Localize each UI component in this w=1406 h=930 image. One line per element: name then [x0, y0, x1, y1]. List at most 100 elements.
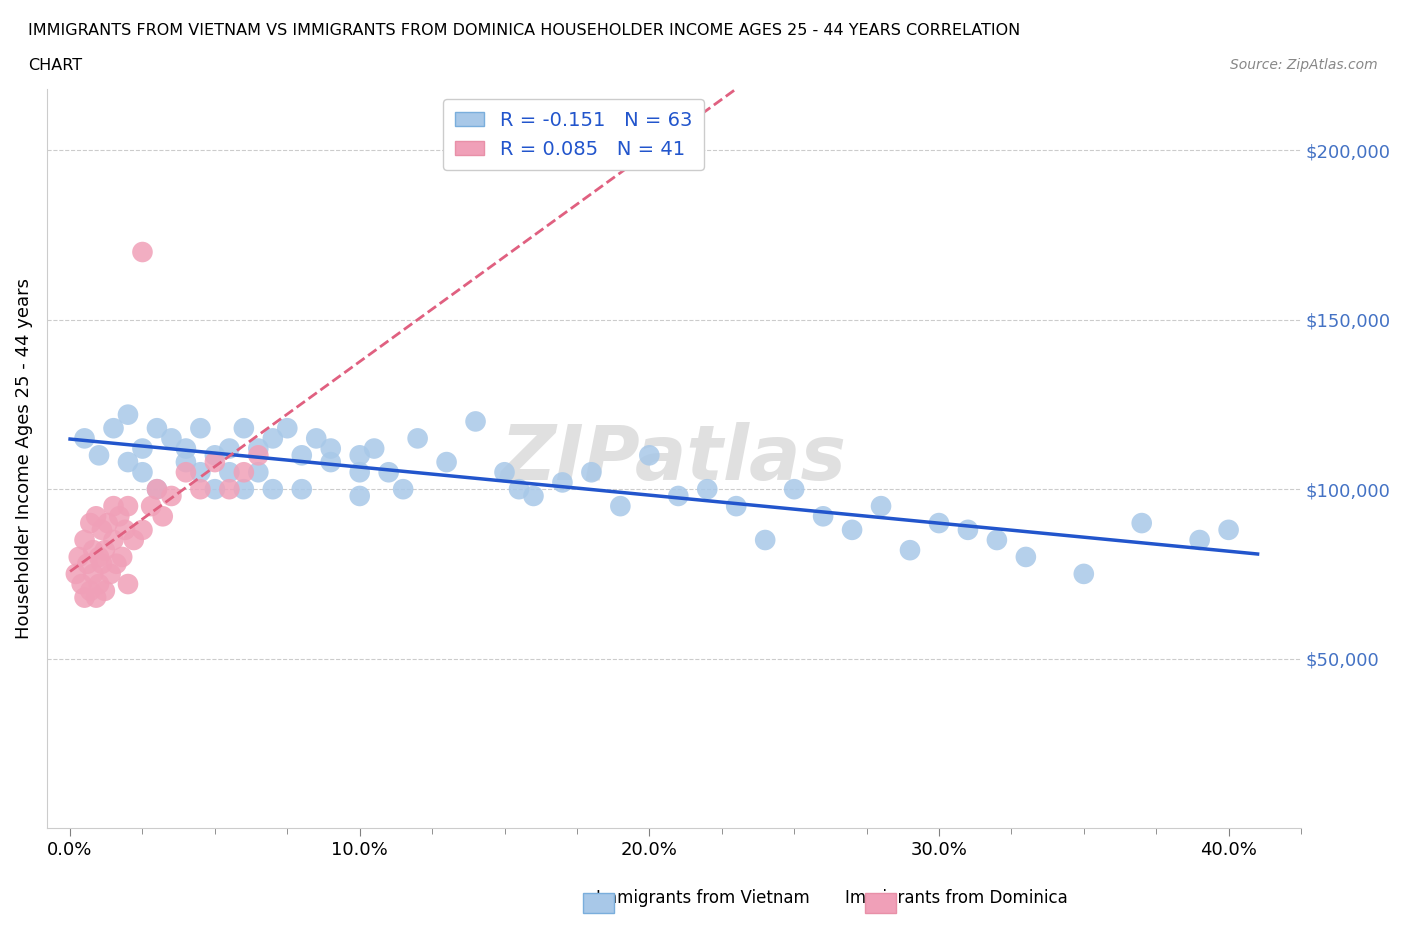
Point: [122, 533, 145, 548]
Point: [1130, 515, 1153, 530]
Point: [204, 455, 226, 470]
Point: [73, 591, 96, 605]
Point: [65, 566, 87, 581]
Point: [131, 441, 153, 456]
Point: [725, 498, 748, 513]
Point: [232, 482, 254, 497]
Point: [232, 420, 254, 435]
Point: [117, 455, 139, 470]
Point: [754, 533, 776, 548]
Point: [508, 482, 530, 497]
Point: [276, 420, 298, 435]
Point: [811, 509, 834, 524]
Point: [1015, 550, 1038, 565]
Point: [87, 550, 110, 565]
Point: [783, 482, 806, 497]
Point: [94, 583, 117, 598]
Point: [1073, 566, 1095, 581]
Point: [204, 482, 226, 497]
Point: [406, 431, 429, 445]
Point: [247, 441, 270, 456]
Point: [117, 498, 139, 513]
Text: ZIPatlas: ZIPatlas: [501, 421, 846, 496]
Point: [82, 543, 104, 558]
Point: [522, 488, 544, 503]
Point: [97, 515, 120, 530]
Point: [494, 465, 516, 480]
Point: [436, 455, 458, 470]
Point: [190, 482, 212, 497]
Point: [1188, 533, 1211, 548]
Point: [103, 420, 125, 435]
Point: [94, 543, 117, 558]
Point: [90, 556, 112, 571]
Text: IMMIGRANTS FROM VIETNAM VS IMMIGRANTS FROM DOMINICA HOUSEHOLDER INCOME AGES 25 -: IMMIGRANTS FROM VIETNAM VS IMMIGRANTS FR…: [28, 23, 1021, 38]
Point: [319, 441, 342, 456]
Point: [291, 448, 314, 463]
Point: [247, 448, 270, 463]
Point: [160, 488, 183, 503]
Point: [108, 509, 131, 524]
Legend: R = -0.151   N = 63, R = 0.085   N = 41: R = -0.151 N = 63, R = 0.085 N = 41: [443, 100, 704, 170]
Point: [67, 550, 90, 565]
Point: [117, 407, 139, 422]
Point: [349, 465, 371, 480]
Point: [103, 533, 125, 548]
Point: [87, 577, 110, 591]
Point: [956, 523, 979, 538]
Point: [609, 498, 631, 513]
Text: Immigrants from Dominica: Immigrants from Dominica: [845, 889, 1067, 907]
Point: [638, 448, 661, 463]
Point: [218, 441, 240, 456]
Point: [349, 448, 371, 463]
Point: [986, 533, 1008, 548]
Point: [76, 556, 98, 571]
Point: [218, 465, 240, 480]
Point: [105, 556, 128, 571]
Point: [131, 523, 153, 538]
Point: [204, 448, 226, 463]
Point: [73, 533, 96, 548]
Point: [247, 465, 270, 480]
Point: [190, 420, 212, 435]
Point: [79, 583, 101, 598]
Point: [84, 509, 107, 524]
Point: [174, 455, 197, 470]
Y-axis label: Householder Income Ages 25 - 44 years: Householder Income Ages 25 - 44 years: [15, 278, 32, 639]
Point: [928, 515, 950, 530]
Text: Immigrants from Vietnam: Immigrants from Vietnam: [596, 889, 810, 907]
Point: [114, 523, 136, 538]
Point: [1218, 523, 1240, 538]
Text: Source: ZipAtlas.com: Source: ZipAtlas.com: [1230, 58, 1378, 72]
Point: [349, 488, 371, 503]
Point: [111, 550, 134, 565]
Point: [232, 465, 254, 480]
Point: [551, 475, 574, 490]
Point: [262, 431, 284, 445]
Text: CHART: CHART: [28, 58, 82, 73]
Point: [291, 482, 314, 497]
Point: [262, 482, 284, 497]
Point: [363, 441, 385, 456]
Point: [870, 498, 893, 513]
Point: [898, 543, 921, 558]
Point: [305, 431, 328, 445]
Point: [90, 523, 112, 538]
Point: [319, 455, 342, 470]
Point: [146, 420, 169, 435]
Point: [146, 482, 169, 497]
Point: [392, 482, 415, 497]
Point: [131, 465, 153, 480]
Point: [190, 465, 212, 480]
Point: [377, 465, 399, 480]
Point: [218, 482, 240, 497]
Point: [117, 577, 139, 591]
Point: [87, 448, 110, 463]
Point: [141, 498, 163, 513]
Point: [174, 465, 197, 480]
Point: [100, 566, 122, 581]
Point: [696, 482, 718, 497]
Point: [79, 515, 101, 530]
Point: [131, 245, 153, 259]
Point: [666, 488, 689, 503]
